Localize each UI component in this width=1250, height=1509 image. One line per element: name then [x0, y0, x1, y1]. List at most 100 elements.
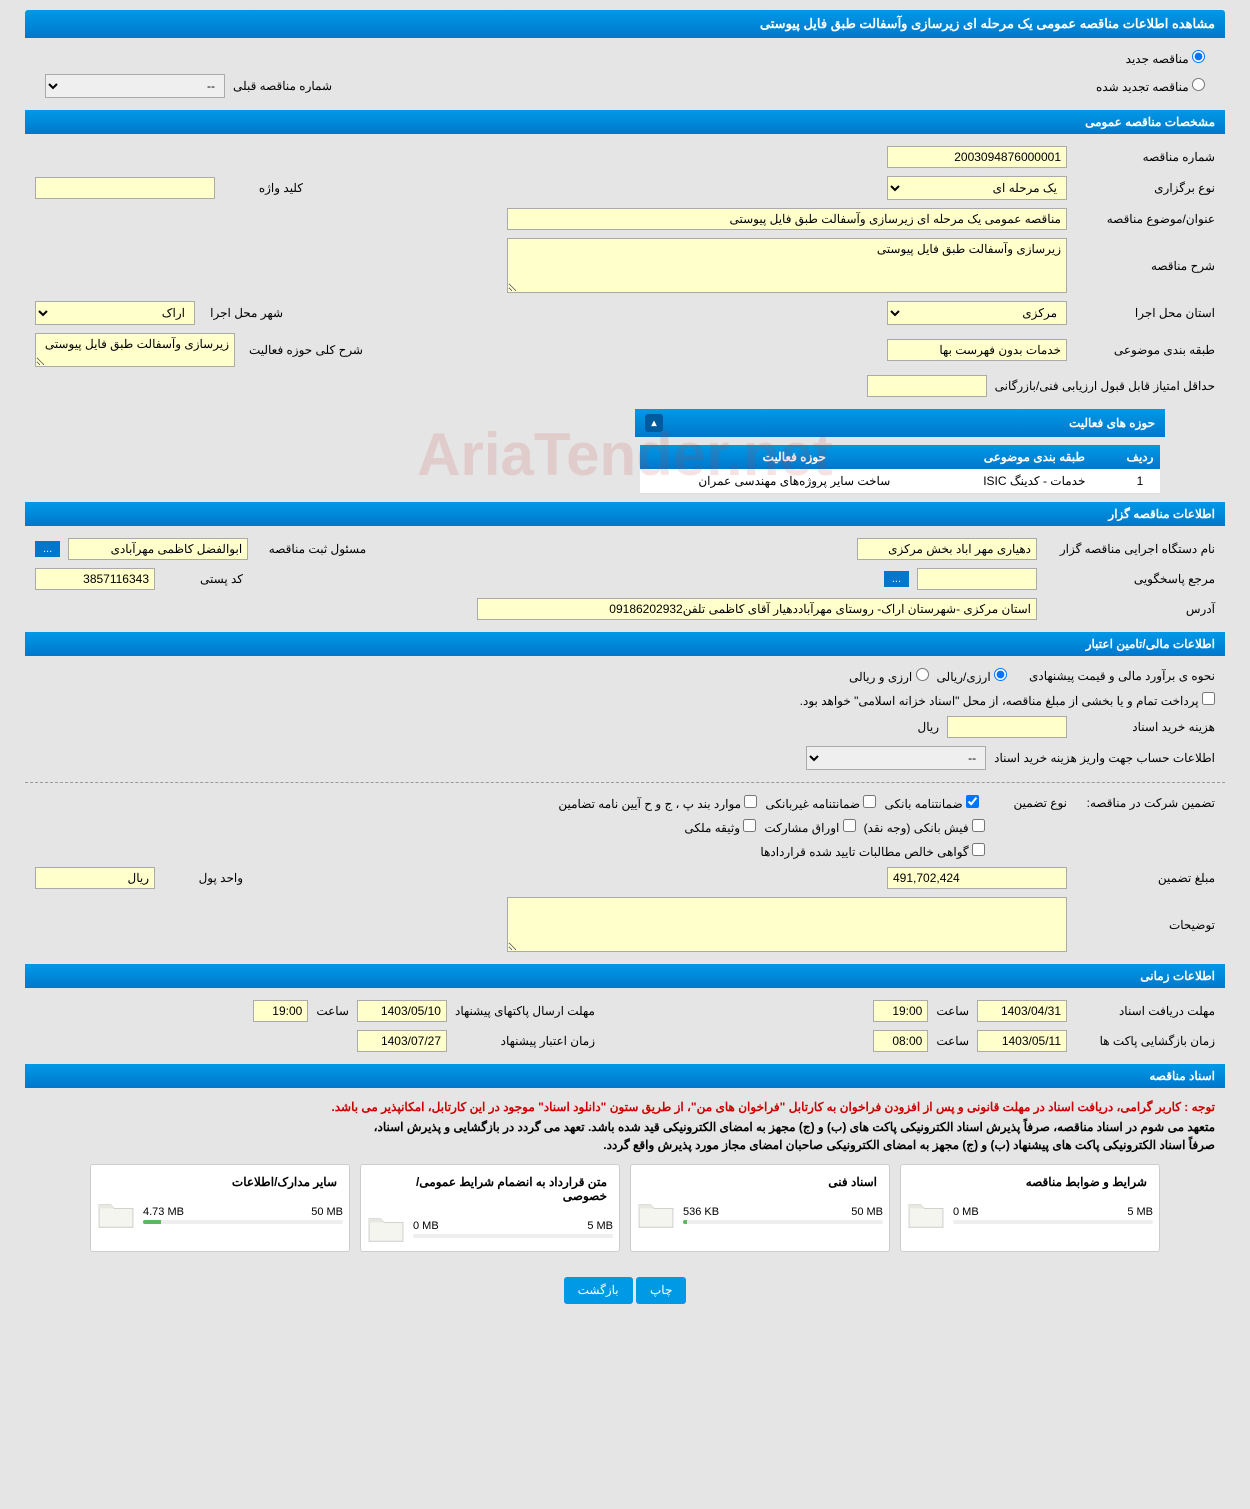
- progress-bar: [683, 1220, 883, 1224]
- notes-textarea[interactable]: [507, 897, 1067, 952]
- min-score-input[interactable]: [867, 375, 987, 397]
- radio-renewed-tender[interactable]: مناقصه تجدید شده: [1096, 78, 1205, 94]
- section-general: مشخصات مناقصه عمومی: [25, 110, 1225, 134]
- opening-time-label: ساعت: [936, 1034, 969, 1048]
- opening-time[interactable]: [873, 1030, 928, 1052]
- back-button[interactable]: بازگشت: [564, 1277, 633, 1304]
- radio-new-tender[interactable]: مناقصه جدید: [1126, 52, 1205, 66]
- notice2: صرفاً اسناد الکترونیکی پاکت های پیشنهاد …: [25, 1136, 1225, 1154]
- activity-table-wrap: حوزه های فعالیت ▴ ردیف طبقه بندی موضوعی …: [635, 409, 1165, 494]
- chk-items[interactable]: موارد بند پ ، ج و ح آیین نامه تضامین: [558, 795, 757, 811]
- min-score-label: حداقل امتیاز قابل قبول ارزیابی فنی/بازرگ…: [995, 379, 1215, 393]
- radio-rial[interactable]: ارزی/ریالی: [937, 668, 1007, 684]
- chk-property[interactable]: وثیقه ملکی: [684, 819, 756, 835]
- file-card[interactable]: شرایط و ضوابط مناقصه 0 MB5 MB: [900, 1164, 1160, 1252]
- file-card-title: شرایط و ضوابط مناقصه: [907, 1171, 1153, 1193]
- chk-cash[interactable]: فیش بانکی (وجه نقد): [864, 819, 985, 835]
- doc-cost-input[interactable]: [947, 716, 1067, 738]
- address-input[interactable]: [477, 598, 1037, 620]
- chk-bonds[interactable]: اوراق مشارکت: [764, 819, 855, 835]
- prev-tender-label: شماره مناقصه قبلی: [233, 79, 332, 93]
- notice1: متعهد می شوم در اسناد مناقصه، صرفاً پذیر…: [25, 1118, 1225, 1136]
- activity-desc-textarea[interactable]: زیرسازی وآسفالت طبق فایل پیوستی: [35, 333, 235, 367]
- postal-input[interactable]: [35, 568, 155, 590]
- city-select[interactable]: اراک: [35, 301, 195, 325]
- province-label: استان محل اجرا: [1075, 306, 1215, 320]
- postal-label: کد پستی: [163, 572, 243, 586]
- folder-icon: [637, 1199, 675, 1231]
- notice-red: توجه : کاربر گرامی، دریافت اسناد در مهلت…: [25, 1096, 1225, 1118]
- doc-cost-unit: ریال: [917, 720, 939, 734]
- activity-desc-label: شرح کلی حوزه فعالیت: [243, 343, 363, 357]
- collapse-icon[interactable]: ▴: [645, 414, 663, 432]
- section-financial: اطلاعات مالی/تامین اعتبار: [25, 632, 1225, 656]
- chk-certificate[interactable]: گواهی خالص مطالبات تایید شده قراردادها: [760, 843, 985, 859]
- title-input[interactable]: [507, 208, 1067, 230]
- chk-nonbank-guarantee[interactable]: ضمانتنامه غیربانکی: [765, 795, 876, 811]
- radio-currency[interactable]: ارزی و ریالی: [849, 668, 929, 684]
- exec-input[interactable]: [857, 538, 1037, 560]
- province-select[interactable]: مرکزی: [887, 301, 1067, 325]
- tender-no-input[interactable]: [887, 146, 1067, 168]
- doc-cost-label: هزینه خرید اسناد: [1075, 720, 1215, 734]
- notes-label: توضیحات: [1075, 918, 1215, 932]
- activity-table: ردیف طبقه بندی موضوعی حوزه فعالیت 1خدمات…: [640, 445, 1160, 494]
- currency-label: واحد پول: [163, 871, 243, 885]
- validity-date[interactable]: [357, 1030, 447, 1052]
- contact-input[interactable]: [917, 568, 1037, 590]
- print-button[interactable]: چاپ: [636, 1277, 686, 1304]
- col-subject: طبقه بندی موضوعی: [949, 445, 1120, 469]
- guarantee-label: تضمین شرکت در مناقصه:: [1075, 796, 1215, 810]
- contact-more-button[interactable]: ...: [884, 571, 909, 587]
- opening-label: زمان بازگشایی پاکت ها: [1075, 1034, 1215, 1048]
- file-card-title: متن قرارداد به انضمام شرایط عمومی/خصوصی: [367, 1171, 613, 1207]
- folder-icon: [97, 1199, 135, 1231]
- section-documents: اسناد مناقصه: [25, 1064, 1225, 1088]
- folder-icon: [367, 1213, 405, 1245]
- file-card[interactable]: اسناد فنی 536 KB50 MB: [630, 1164, 890, 1252]
- address-label: آدرس: [1045, 602, 1215, 616]
- desc-textarea[interactable]: زیرسازی وآسفالت طبق فایل پیوستی: [507, 238, 1067, 293]
- progress-bar: [413, 1234, 613, 1238]
- progress-bar: [143, 1220, 343, 1224]
- opening-date[interactable]: [977, 1030, 1067, 1052]
- type-label: نوع برگزاری: [1075, 181, 1215, 195]
- folder-icon: [907, 1199, 945, 1231]
- validity-label: زمان اعتبار پیشنهاد: [455, 1034, 595, 1048]
- guarantee-amount-input[interactable]: [887, 867, 1067, 889]
- col-row: ردیف: [1120, 445, 1160, 469]
- type-select[interactable]: یک مرحله ای: [887, 176, 1067, 200]
- section-organizer: اطلاعات مناقصه گزار: [25, 502, 1225, 526]
- progress-bar: [953, 1220, 1153, 1224]
- packet-send-label: مهلت ارسال پاکتهای پیشنهاد: [455, 1004, 595, 1018]
- packet-send-date[interactable]: [357, 1000, 447, 1022]
- table-row: 1خدمات - کدینگ ISICساخت سایر پروژه‌های م…: [640, 469, 1160, 494]
- treasury-checkbox[interactable]: پرداخت تمام و یا بخشی از مبلغ مناقصه، از…: [800, 692, 1215, 708]
- desc-label: شرح مناقصه: [1075, 259, 1215, 273]
- chk-bank-guarantee[interactable]: ضمانتنامه بانکی: [884, 795, 979, 811]
- doc-deadline-time[interactable]: [873, 1000, 928, 1022]
- file-card[interactable]: سایر مدارک/اطلاعات 4.73 MB50 MB: [90, 1164, 350, 1252]
- guarantee-type-label: نوع تضمین: [987, 796, 1067, 810]
- tender-no-label: شماره مناقصه: [1075, 150, 1215, 164]
- prev-tender-select[interactable]: --: [45, 74, 225, 98]
- subject-cat-input[interactable]: [887, 339, 1067, 361]
- account-select[interactable]: --: [806, 746, 986, 770]
- registrar-input[interactable]: [68, 538, 248, 560]
- keyword-label: کلید واژه: [223, 181, 303, 195]
- method-label: نحوه ی برآورد مالی و قیمت پیشنهادی: [1015, 669, 1215, 683]
- currency-input[interactable]: [35, 867, 155, 889]
- packet-send-time[interactable]: [253, 1000, 308, 1022]
- registrar-label: مسئول ثبت مناقصه: [256, 542, 366, 556]
- file-card-title: اسناد فنی: [637, 1171, 883, 1193]
- title-label: عنوان/موضوع مناقصه: [1075, 212, 1215, 226]
- col-field: حوزه فعالیت: [640, 445, 949, 469]
- keyword-input[interactable]: [35, 177, 215, 199]
- doc-deadline-date[interactable]: [977, 1000, 1067, 1022]
- registrar-more-button[interactable]: ...: [35, 541, 60, 557]
- doc-deadline-label: مهلت دریافت اسناد: [1075, 1004, 1215, 1018]
- file-card[interactable]: متن قرارداد به انضمام شرایط عمومی/خصوصی …: [360, 1164, 620, 1252]
- page-title: مشاهده اطلاعات مناقصه عمومی یک مرحله ای …: [25, 10, 1225, 38]
- exec-label: نام دستگاه اجرایی مناقصه گزار: [1045, 542, 1215, 556]
- guarantee-amount-label: مبلغ تضمین: [1075, 871, 1215, 885]
